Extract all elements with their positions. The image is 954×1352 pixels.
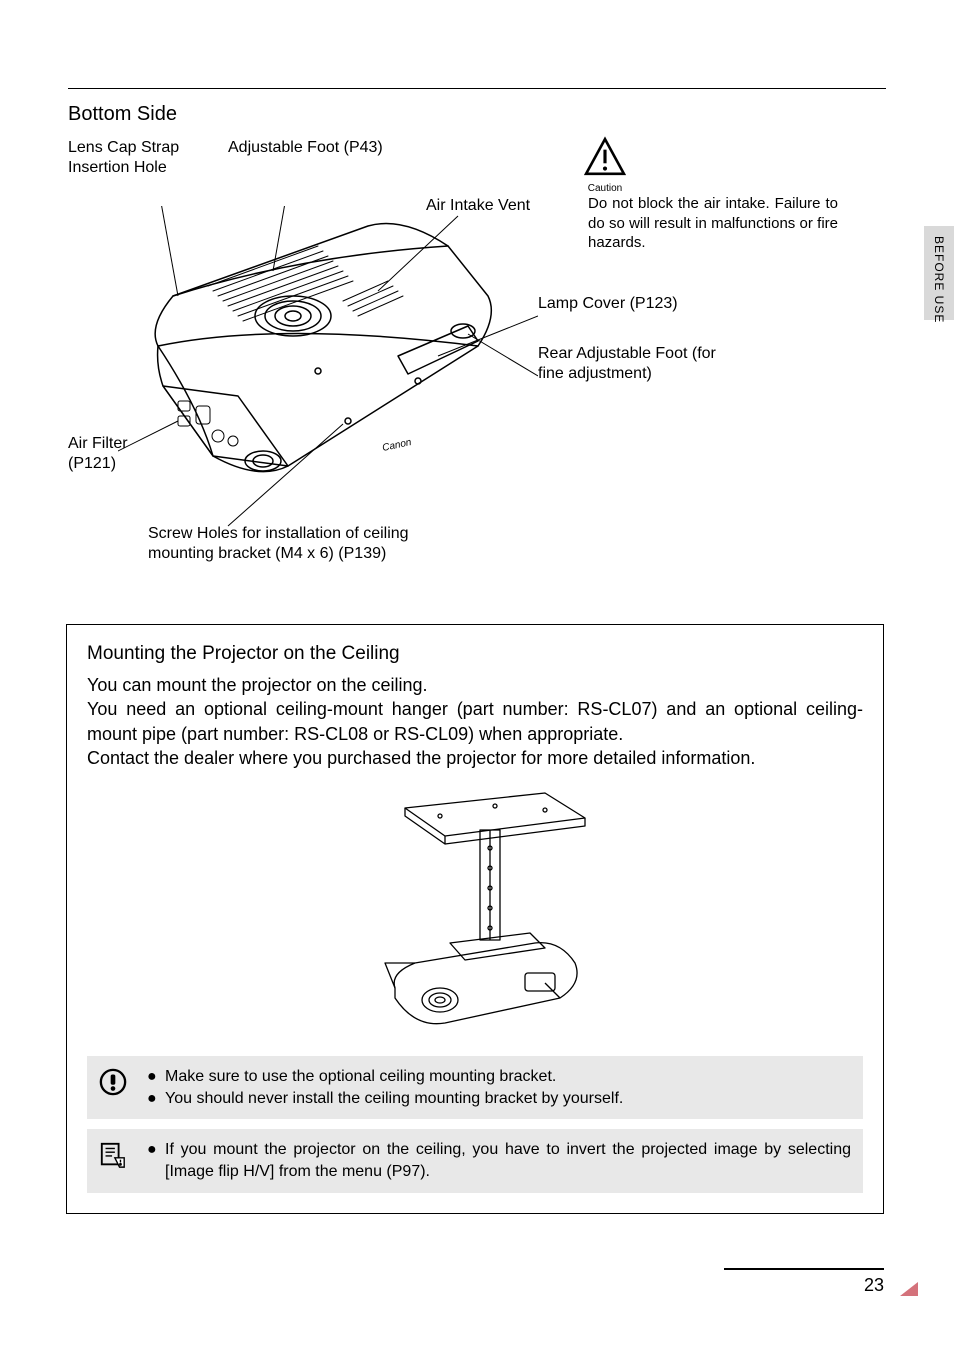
page-number-rule [724, 1268, 884, 1270]
info-note: ●If you mount the projector on the ceili… [87, 1129, 863, 1192]
bottom-side-diagram: Lens Cap Strap Insertion Hole Adjustable… [68, 136, 886, 616]
ceiling-mount-p2: You need an optional ceiling-mount hange… [87, 697, 863, 746]
info-body: ●If you mount the projector on the ceili… [147, 1139, 851, 1182]
label-lamp-cover: Lamp Cover (P123) [538, 294, 678, 314]
ceiling-mount-box: Mounting the Projector on the Ceiling Yo… [66, 624, 884, 1214]
info-icon [99, 1141, 129, 1174]
page-number: 23 [864, 1275, 884, 1296]
caution-icon: Caution [584, 136, 626, 194]
section-title: Bottom Side [68, 103, 888, 126]
warning-line-1: Make sure to use the optional ceiling mo… [165, 1066, 556, 1088]
caution-note: Caution Do not block the air intake. Fai… [584, 136, 884, 253]
page-accent [900, 1282, 918, 1296]
caution-label: Caution [584, 183, 626, 194]
ceiling-mount-p1: You can mount the projector on the ceili… [87, 673, 863, 697]
svg-text:Canon: Canon [381, 437, 413, 454]
warning-note: ●Make sure to use the optional ceiling m… [87, 1056, 863, 1119]
projector-bottom-illustration: Canon [118, 206, 538, 536]
label-rear-adjustable-foot: Rear Adjustable Foot (for fine adjustmen… [538, 344, 738, 384]
section-tab-label: BEFORE USE [932, 236, 946, 323]
ceiling-mount-title: Mounting the Projector on the Ceiling [87, 643, 863, 665]
header-rule [68, 88, 886, 89]
ceiling-mount-illustration [345, 788, 605, 1038]
warning-icon [99, 1068, 129, 1101]
warning-line-2: You should never install the ceiling mou… [165, 1088, 623, 1110]
warning-body: ●Make sure to use the optional ceiling m… [147, 1066, 851, 1109]
page-content: Bottom Side Lens Cap Strap Insertion Hol… [68, 88, 888, 616]
label-lens-cap-strap: Lens Cap Strap Insertion Hole [68, 138, 218, 178]
label-adjustable-foot: Adjustable Foot (P43) [228, 138, 383, 158]
caution-text: Do not block the air intake. Failure to … [588, 194, 838, 253]
ceiling-mount-p3: Contact the dealer where you purchased t… [87, 746, 863, 770]
info-line: If you mount the projector on the ceilin… [165, 1139, 851, 1182]
